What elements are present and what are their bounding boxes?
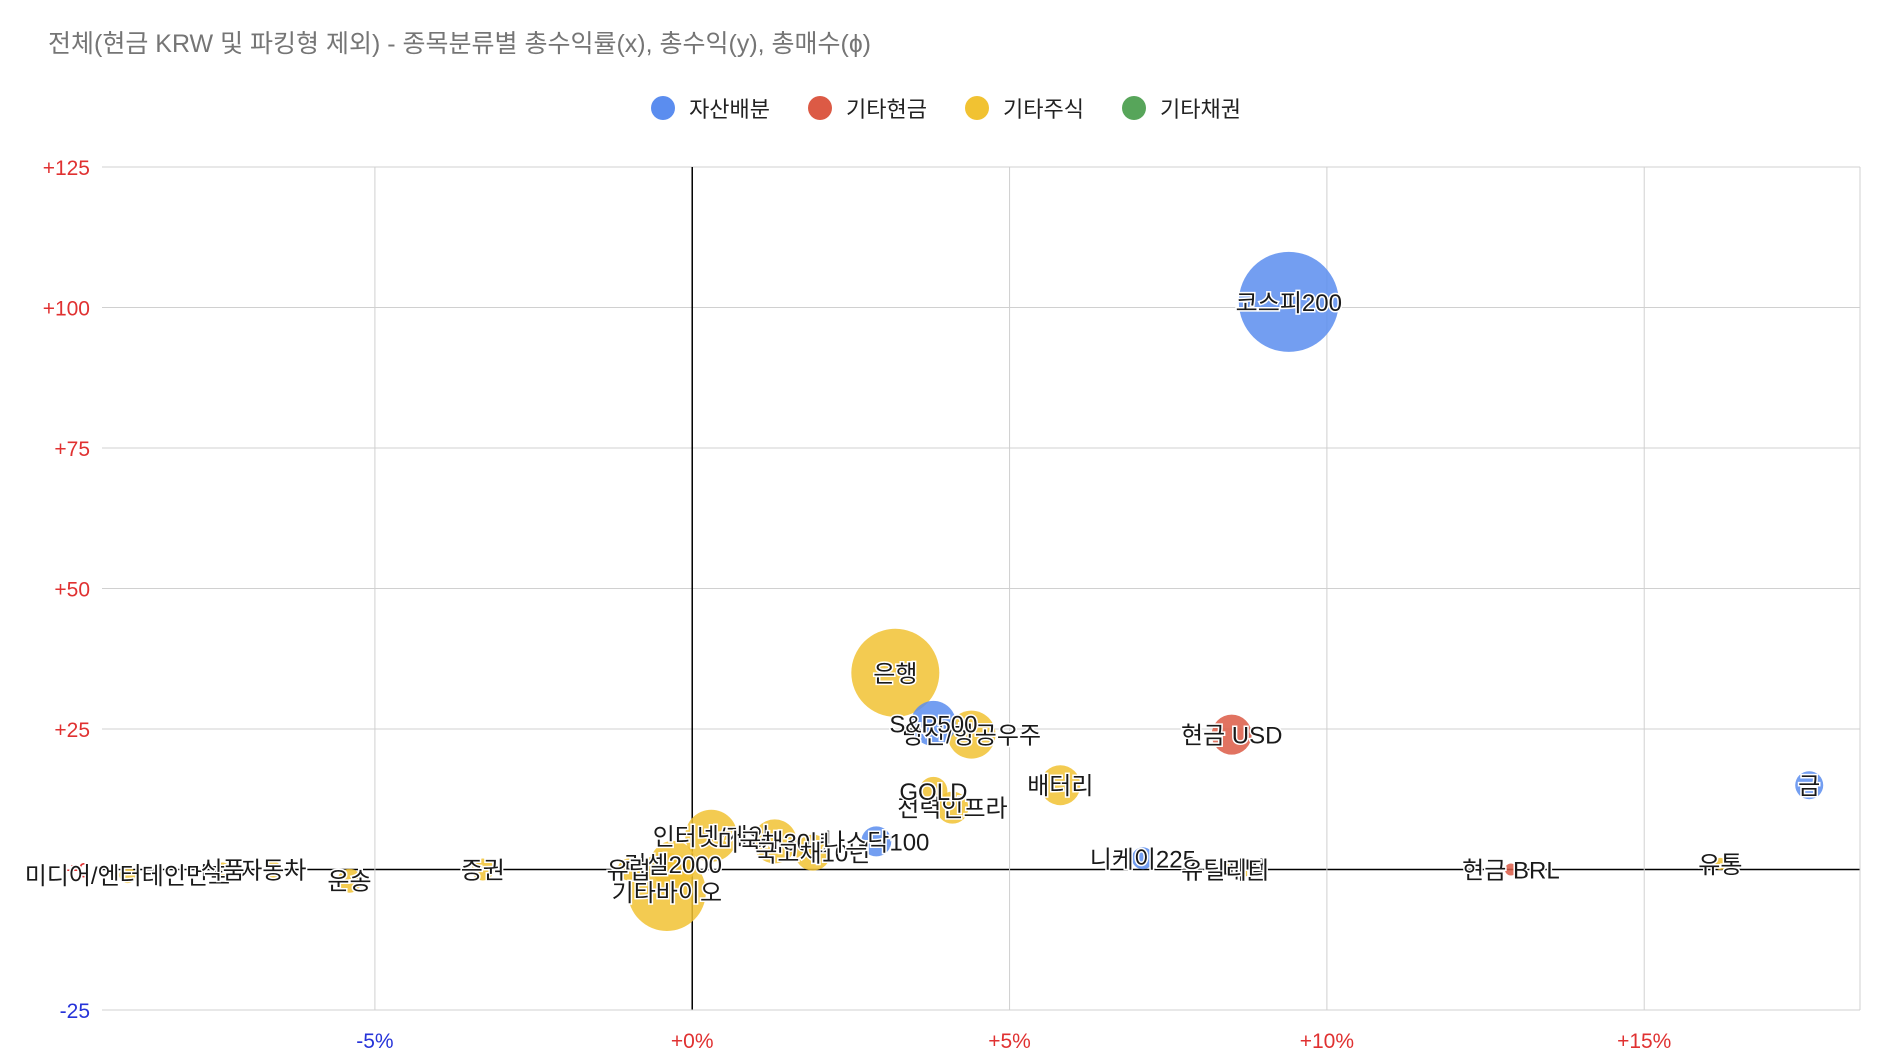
bubble bbox=[337, 868, 362, 893]
bubble-label: 러셀2000 bbox=[624, 852, 722, 879]
bubble-label: 유럽 bbox=[607, 858, 651, 885]
bubble-label: 금 bbox=[1798, 773, 1820, 800]
bubble-label: 현금 USD bbox=[1181, 723, 1283, 750]
bubble bbox=[1211, 714, 1252, 755]
y-tick-label: +25 bbox=[54, 719, 90, 742]
bubble bbox=[650, 840, 697, 887]
bubble bbox=[752, 819, 797, 864]
bubble-label: 전력인프라 bbox=[897, 796, 1007, 823]
bubble-label: 유틸리티 bbox=[1181, 858, 1269, 885]
bubble-label: 나스닥100 bbox=[823, 829, 929, 856]
y-tick-label: +0 bbox=[66, 860, 90, 883]
x-tick-label: +10% bbox=[1300, 1030, 1354, 1053]
bubble-label: 식품 bbox=[200, 858, 244, 885]
bubble bbox=[1714, 857, 1727, 870]
x-tick-label: +15% bbox=[1617, 1030, 1671, 1053]
bubble bbox=[1238, 251, 1339, 352]
bubble bbox=[1795, 771, 1824, 800]
bubble bbox=[947, 710, 996, 759]
bubble bbox=[1219, 863, 1232, 876]
legend-swatch bbox=[965, 96, 989, 120]
bubble bbox=[1237, 862, 1252, 877]
bubble-label: 운송 bbox=[327, 869, 371, 896]
bubble bbox=[617, 858, 640, 881]
bubble bbox=[794, 834, 831, 871]
legend-label: 자산배분 bbox=[689, 97, 771, 122]
legend-label: 기타채권 bbox=[1159, 97, 1241, 122]
bubble-label: 메탈 bbox=[1222, 858, 1266, 885]
legend-swatch bbox=[651, 96, 676, 120]
bubble bbox=[851, 628, 940, 717]
legend-swatch bbox=[1121, 96, 1146, 120]
bubble bbox=[910, 700, 956, 746]
bubble-label: 미디어/엔터테인먼트 bbox=[25, 863, 230, 890]
bubble-label: 미국채30년 bbox=[717, 829, 832, 856]
bubble-label: 기타바이오 bbox=[612, 880, 722, 907]
legend-label: 기타주식 bbox=[1003, 97, 1084, 122]
bubble bbox=[1131, 847, 1154, 870]
bubble-label: S&P500 bbox=[889, 711, 977, 738]
bubble bbox=[119, 867, 136, 884]
bubble-label: 현금 BRL bbox=[1462, 858, 1560, 885]
bubble bbox=[919, 776, 948, 805]
legend: 자산배분 기타현금 기타주식 기타채권 bbox=[0, 92, 1892, 124]
legend-label: 기타현금 bbox=[846, 97, 927, 122]
legend-swatch bbox=[808, 96, 833, 120]
bubble bbox=[861, 826, 892, 857]
y-tick-label: +100 bbox=[43, 298, 90, 321]
bubble-label: GOLD bbox=[899, 779, 967, 806]
bubble-label: 유통 bbox=[1698, 852, 1742, 879]
bubble-label: 국고채10년 bbox=[755, 841, 870, 868]
legend-item-other-bond[interactable]: 기타채권 bbox=[1121, 92, 1241, 124]
bubble-label: 방산/항공우주 bbox=[902, 723, 1041, 750]
chart-title: 전체(현금 KRW 및 파킹형 제외) - 종목분류별 총수익률(x), 총수익… bbox=[48, 30, 871, 58]
bubble bbox=[685, 809, 738, 862]
bubble bbox=[1040, 765, 1081, 806]
y-tick-label: +125 bbox=[43, 157, 90, 180]
bubble-label: 인터넷/게임 bbox=[653, 824, 770, 851]
x-tick-label: +5% bbox=[988, 1030, 1031, 1053]
y-tick-label: +75 bbox=[54, 438, 90, 461]
legend-item-other-cash[interactable]: 기타현금 bbox=[808, 92, 927, 124]
y-tick-label: -25 bbox=[60, 1000, 90, 1023]
bubble-label: 배터리 bbox=[1027, 773, 1093, 800]
y-tick-label: +50 bbox=[54, 579, 90, 602]
x-tick-label: +0% bbox=[671, 1030, 714, 1053]
bubble bbox=[1504, 863, 1517, 876]
bubble-label: 은행 bbox=[873, 661, 917, 688]
bubble bbox=[265, 861, 282, 878]
bubble-label: 증권 bbox=[461, 858, 505, 885]
bubble bbox=[936, 791, 969, 824]
bubble-label: 자동차 bbox=[240, 858, 306, 885]
x-tick-label: -5% bbox=[356, 1030, 393, 1053]
legend-item-other-stock[interactable]: 기타주식 bbox=[965, 92, 1084, 124]
bubble-label: 코스피200 bbox=[1236, 290, 1342, 317]
bubble bbox=[215, 862, 230, 877]
legend-item-asset-allocation[interactable]: 자산배분 bbox=[651, 92, 770, 124]
bubble-label: 니케이225 bbox=[1090, 846, 1196, 873]
bubble bbox=[471, 858, 494, 881]
